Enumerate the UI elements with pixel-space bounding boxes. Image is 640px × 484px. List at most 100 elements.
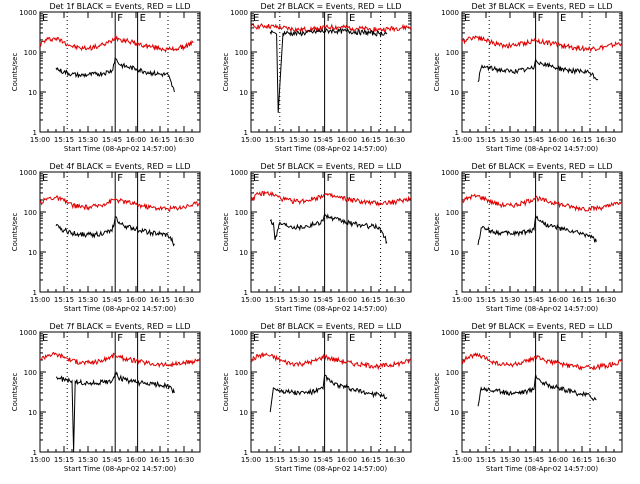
y-tick-label: 1 <box>33 129 37 137</box>
y-tick-label: 100 <box>24 209 37 217</box>
y-axis-label: Counts/sec <box>222 213 230 252</box>
marker-label: F <box>538 173 544 184</box>
x-tick-label: 16:30 <box>385 456 405 464</box>
y-tick-label: 100 <box>446 49 459 57</box>
x-tick-label: 15:00 <box>30 136 50 144</box>
x-tick-label: 15:30 <box>500 136 520 144</box>
series-lld-line <box>461 352 623 371</box>
marker-label: E <box>253 333 259 344</box>
y-axis-label: Counts/sec <box>222 53 230 92</box>
x-tick-label: 15:15 <box>476 456 496 464</box>
panel-title: Det 3f BLACK = Events, RED = LLD <box>471 2 612 11</box>
x-tick-label: 15:00 <box>452 456 472 464</box>
y-tick-label: 10 <box>28 89 37 97</box>
x-tick-label: 15:45 <box>313 296 333 304</box>
y-tick-label: 100 <box>235 49 248 57</box>
panel-title: Det 1f BLACK = Events, RED = LLD <box>49 2 190 11</box>
marker-label: F <box>538 13 544 24</box>
marker-label: E <box>560 333 566 344</box>
y-tick-label: 1 <box>455 129 459 137</box>
marker-label: E <box>253 173 259 184</box>
panel-title: Det 5f BLACK = Events, RED = LLD <box>260 162 401 171</box>
y-tick-label: 100 <box>24 369 37 377</box>
series-lld-line <box>250 23 412 33</box>
series-events-line <box>55 216 175 247</box>
x-tick-label: 15:30 <box>78 296 98 304</box>
x-tick-label: 15:00 <box>241 136 261 144</box>
y-tick-label: 10 <box>239 89 248 97</box>
y-tick-label: 100 <box>24 49 37 57</box>
series-lld-line <box>39 34 194 54</box>
x-tick-label: 15:30 <box>289 136 309 144</box>
y-axis-label: Counts/sec <box>11 213 19 252</box>
y-tick-label: 100 <box>235 369 248 377</box>
x-tick-label: 16:30 <box>385 136 405 144</box>
x-tick-label: 15:45 <box>524 456 544 464</box>
y-tick-label: 10 <box>450 249 459 257</box>
y-tick-label: 1 <box>244 289 248 297</box>
panel-title: Det 8f BLACK = Events, RED = LLD <box>260 322 401 331</box>
marker-label: F <box>327 13 333 24</box>
x-tick-label: 16:15 <box>361 296 381 304</box>
x-tick-label: 16:00 <box>337 296 357 304</box>
series-lld-line <box>39 195 201 213</box>
x-tick-label: 16:15 <box>572 456 592 464</box>
marker-label: F <box>327 173 333 184</box>
plot-frame <box>250 331 412 453</box>
marker-label: F <box>538 333 544 344</box>
x-tick-label: 15:00 <box>452 136 472 144</box>
series-lld-line <box>461 35 623 53</box>
y-tick-label: 1000 <box>230 169 248 177</box>
series-events-line <box>55 371 175 453</box>
x-tick-label: 15:15 <box>265 456 285 464</box>
x-tick-label: 16:15 <box>572 296 592 304</box>
x-tick-label: 15:00 <box>452 296 472 304</box>
series-lld-line <box>39 351 201 369</box>
y-tick-label: 1 <box>455 289 459 297</box>
x-tick-label: 16:00 <box>337 456 357 464</box>
x-tick-label: 15:15 <box>265 136 285 144</box>
y-tick-label: 100 <box>446 209 459 217</box>
x-axis-label: Start Time (08-Apr-02 14:57:00) <box>64 145 176 153</box>
marker-label: E <box>140 13 146 24</box>
x-tick-label: 16:15 <box>361 456 381 464</box>
x-tick-label: 16:15 <box>150 456 170 464</box>
x-tick-label: 16:00 <box>126 136 146 144</box>
marker-label: E <box>464 333 470 344</box>
y-tick-label: 1000 <box>19 9 37 17</box>
y-tick-label: 10 <box>28 409 37 417</box>
x-tick-label: 15:45 <box>102 136 122 144</box>
x-tick-label: 15:45 <box>102 456 122 464</box>
y-axis-label: Counts/sec <box>222 373 230 412</box>
x-tick-label: 15:30 <box>78 136 98 144</box>
y-tick-label: 1 <box>244 449 248 457</box>
y-tick-label: 10 <box>239 249 248 257</box>
series-events-line <box>477 374 597 407</box>
y-tick-label: 1000 <box>441 169 459 177</box>
x-tick-label: 15:15 <box>265 296 285 304</box>
marker-label: E <box>349 173 355 184</box>
y-axis-label: Counts/sec <box>433 373 441 412</box>
marker-label: E <box>140 333 146 344</box>
y-tick-label: 1000 <box>19 329 37 337</box>
series-events-line <box>269 212 388 245</box>
x-tick-label: 15:15 <box>54 296 74 304</box>
x-tick-label: 16:00 <box>548 296 568 304</box>
x-tick-label: 16:00 <box>337 136 357 144</box>
x-axis-label: Start Time (08-Apr-02 14:57:00) <box>486 465 598 473</box>
marker-label: E <box>42 333 48 344</box>
panel-title: Det 7f BLACK = Events, RED = LLD <box>49 322 190 331</box>
y-tick-label: 1 <box>455 449 459 457</box>
plot-frame <box>461 171 623 293</box>
y-tick-label: 1000 <box>230 9 248 17</box>
plot-frame <box>461 331 623 453</box>
